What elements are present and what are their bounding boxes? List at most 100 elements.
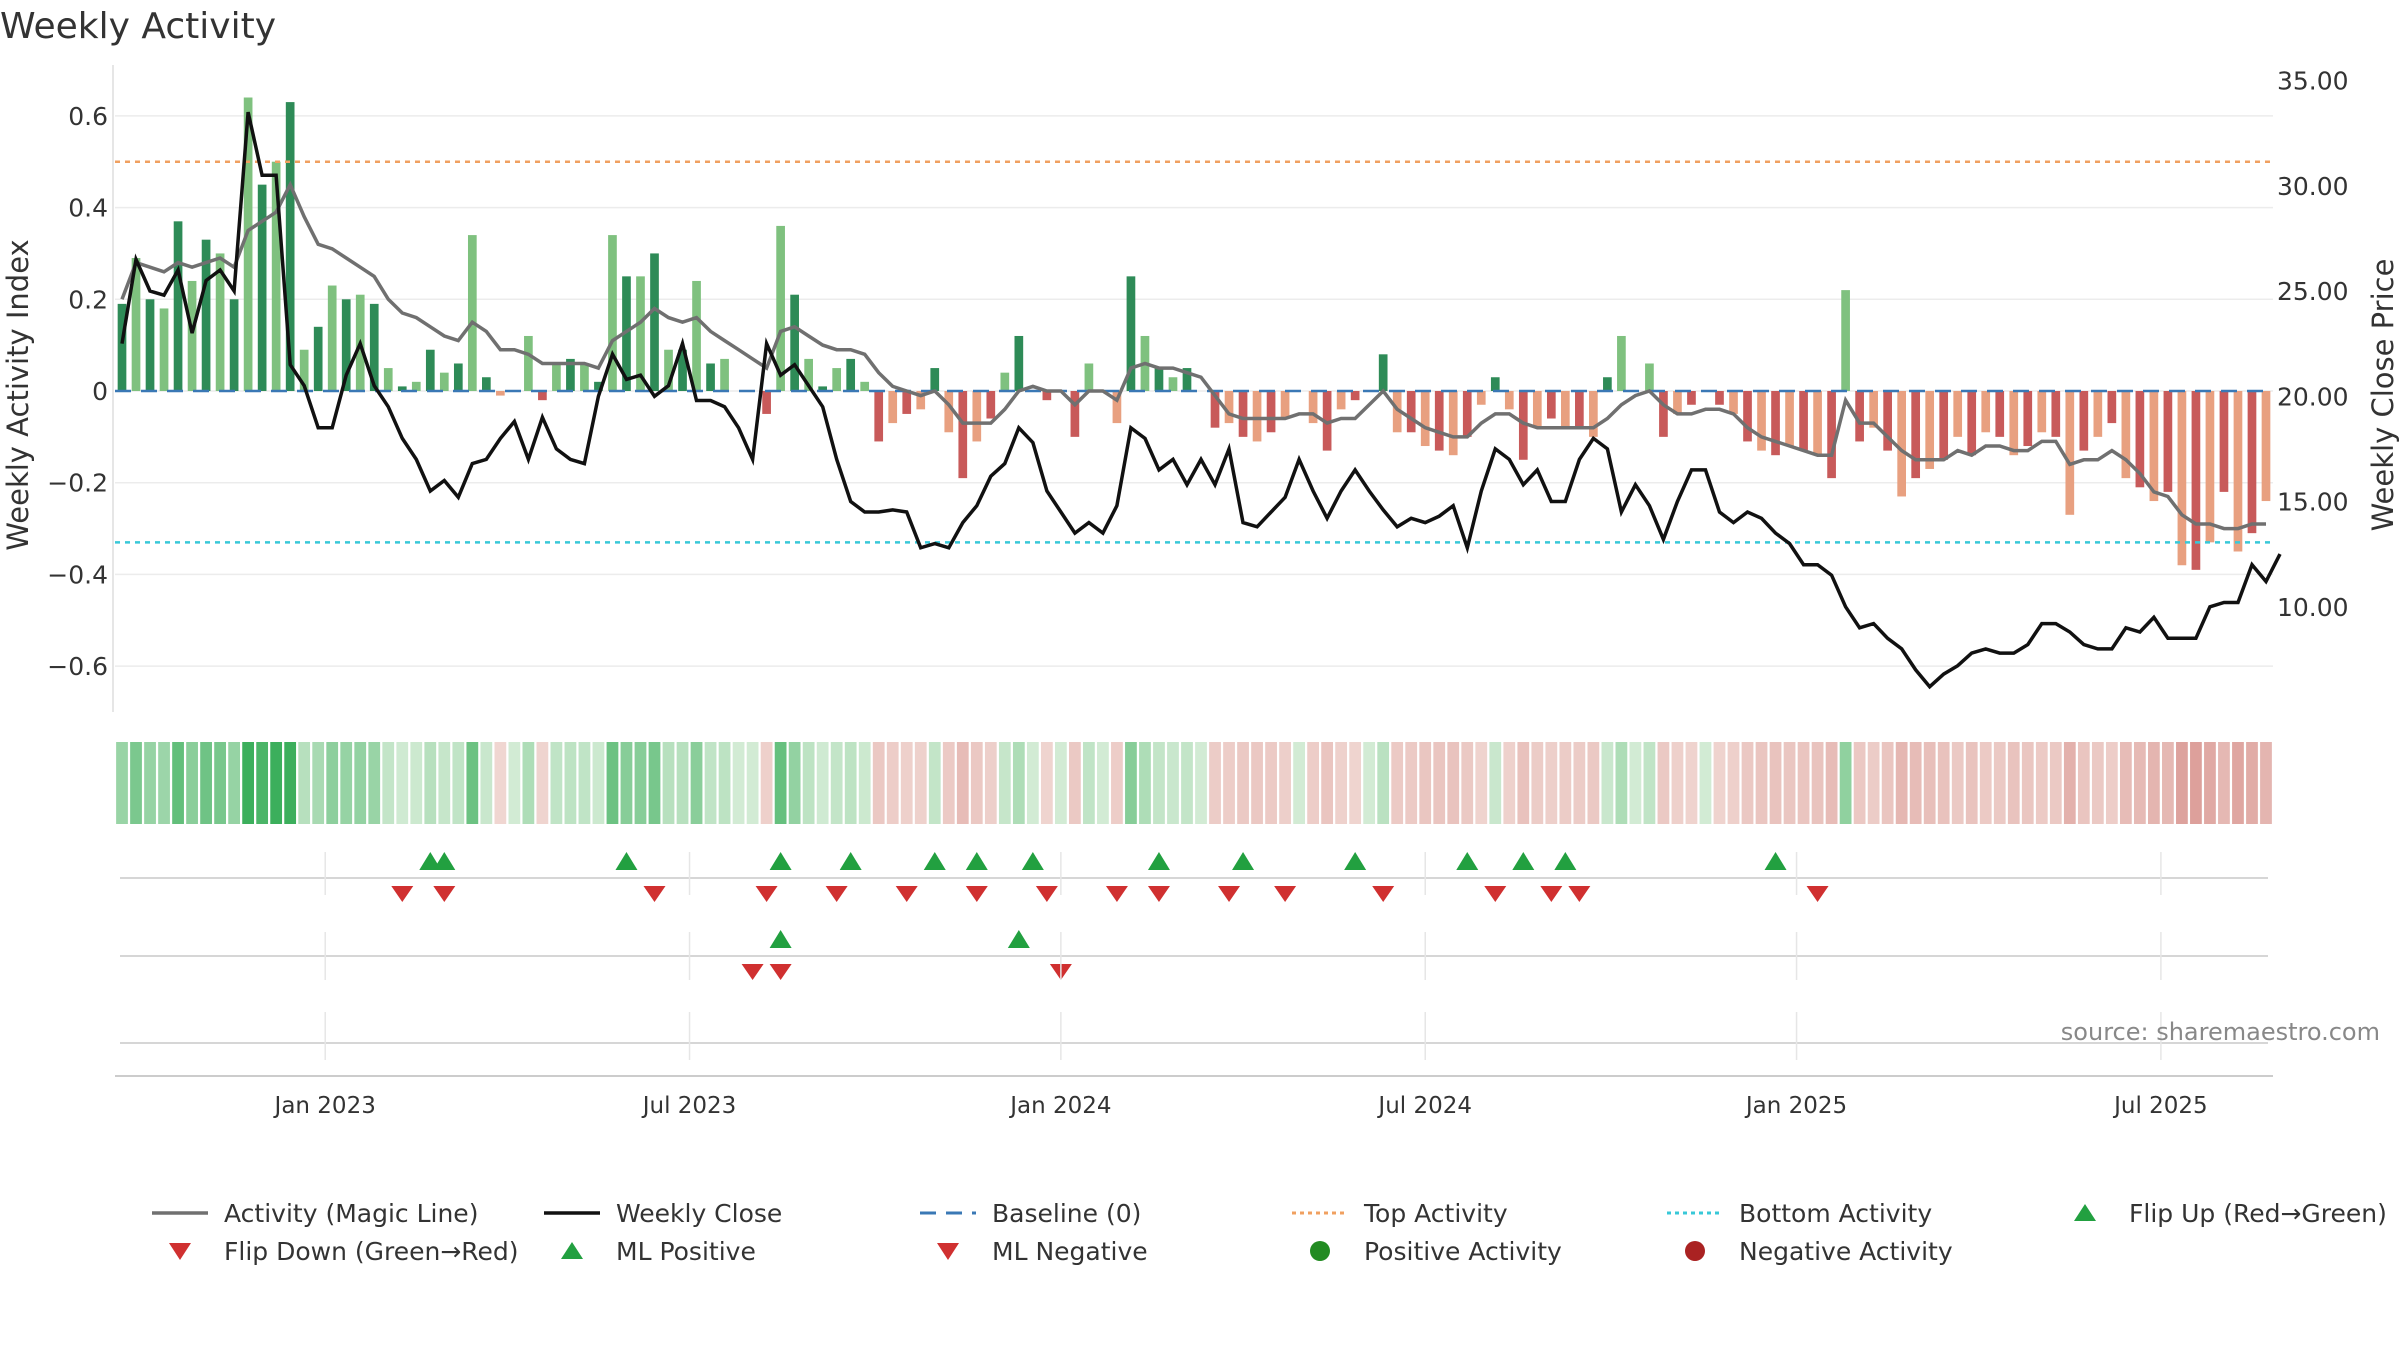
heat-cell xyxy=(1040,742,1053,824)
heat-cell xyxy=(970,742,983,824)
heat-cell xyxy=(130,742,142,824)
heat-cell xyxy=(186,742,198,824)
heat-cell xyxy=(2091,742,2104,824)
heat-cell xyxy=(2063,742,2076,824)
activity-bar-negative xyxy=(1476,391,1486,405)
legend-item: Activity (Magic Line) xyxy=(150,1198,478,1228)
activity-bar-negative xyxy=(1995,391,2005,437)
heat-cell xyxy=(1559,742,1572,824)
ml-positive-marker xyxy=(769,930,792,948)
heat-cell xyxy=(1265,742,1277,824)
heat-cell xyxy=(424,742,437,824)
heat-cell xyxy=(1251,742,1263,824)
x-tick-label: Jul 2025 xyxy=(2112,1093,2208,1119)
heat-cell xyxy=(1405,742,1418,824)
activity-bar-negative xyxy=(1518,391,1528,460)
activity-bar-negative xyxy=(1280,391,1290,419)
heat-cell xyxy=(550,742,563,824)
activity-bar-positive xyxy=(453,363,463,391)
legend-symbol-solid-black xyxy=(544,1211,600,1215)
heat-cell xyxy=(480,742,493,824)
heat-cell xyxy=(116,742,128,824)
flip-up-marker xyxy=(965,852,988,870)
legend: Activity (Magic Line) Weekly Close Baselin… xyxy=(150,1198,2400,1288)
legend-label: Flip Down (Green→Red) xyxy=(224,1236,519,1266)
activity-bar-negative xyxy=(1813,391,1822,456)
heat-cell xyxy=(1111,742,1123,824)
flip-down-marker xyxy=(391,886,414,902)
magic-line xyxy=(120,180,2266,531)
heat-cell xyxy=(1223,742,1235,824)
heat-cell xyxy=(1643,742,1656,824)
activity-bar-negative xyxy=(1336,391,1346,410)
activity-bar-positive xyxy=(776,225,785,391)
heat-cell xyxy=(690,742,703,824)
heat-cell xyxy=(1026,742,1039,824)
heat-cell xyxy=(760,742,773,824)
flip-up-marker xyxy=(1344,852,1367,870)
y-tick-right: 15.00 xyxy=(2277,488,2349,517)
flip-down-marker xyxy=(1484,886,1507,902)
heat-cell xyxy=(2105,742,2118,824)
heat-cell xyxy=(2119,742,2132,824)
activity-bar-negative xyxy=(2107,391,2117,424)
activity-bar-negative xyxy=(1420,391,1430,447)
activity-bar-negative xyxy=(2149,391,2159,502)
heat-cell xyxy=(2162,742,2174,824)
legend-symbol-dash-blue xyxy=(920,1211,976,1215)
flip-up-marker xyxy=(1554,852,1577,870)
activity-bar-negative xyxy=(902,391,912,414)
activity-bar-positive xyxy=(860,381,870,391)
heat-cell xyxy=(914,742,927,824)
heat-cell xyxy=(1433,742,1446,824)
weekly-close-line xyxy=(120,111,2282,690)
activity-bar-positive xyxy=(790,294,799,391)
heat-cell xyxy=(2021,742,2034,824)
heat-cell xyxy=(1979,742,1992,824)
activity-bar-negative xyxy=(1575,391,1584,428)
activity-bar-negative xyxy=(2009,391,2019,456)
heat-cell xyxy=(2035,742,2048,824)
heat-cell xyxy=(1755,742,1768,824)
y-tick-left: 0.6 xyxy=(68,102,108,131)
heat-cell xyxy=(1811,742,1824,824)
flip-up-marker xyxy=(1021,852,1044,870)
activity-bar-negative xyxy=(2233,391,2243,552)
activity-bar-positive xyxy=(650,253,659,391)
x-tick-label: Jul 2023 xyxy=(641,1093,737,1119)
heat-cell xyxy=(2218,742,2230,824)
heat-cell xyxy=(1069,742,1081,824)
heat-cell xyxy=(1853,742,1866,824)
heat-cell xyxy=(172,742,184,824)
activity-bar-negative xyxy=(2121,391,2131,479)
legend-symbol-dot-green xyxy=(1310,1241,1330,1261)
flip-down-marker xyxy=(1806,886,1829,902)
flip-down-marker xyxy=(1274,886,1297,902)
legend-item: Baseline (0) xyxy=(918,1198,1141,1228)
activity-bar-positive xyxy=(804,358,813,391)
heat-cell xyxy=(1167,742,1179,824)
legend-label: Bottom Activity xyxy=(1739,1198,1933,1228)
heat-cell xyxy=(1671,742,1684,824)
heat-cell xyxy=(438,742,451,824)
heat-cell xyxy=(1951,742,1964,824)
flip-up-marker xyxy=(433,852,456,870)
activity-bar-positive xyxy=(215,253,225,391)
activity-bar-positive xyxy=(187,280,197,391)
heat-cell xyxy=(1783,742,1796,824)
heat-cell xyxy=(326,742,339,824)
activity-bar-positive xyxy=(467,235,477,391)
y-axis-label-right: Weekly Close Price xyxy=(2366,259,2400,532)
y-tick-left: −0.4 xyxy=(47,560,108,589)
heat-cell xyxy=(746,742,759,824)
activity-bar-negative xyxy=(944,391,954,433)
flip-up-marker xyxy=(1512,852,1535,870)
heat-cell xyxy=(998,742,1011,824)
heat-cell xyxy=(1097,742,1109,824)
activity-bar-positive xyxy=(397,386,407,391)
activity-bar-negative xyxy=(1715,391,1724,405)
activity-bar-positive xyxy=(425,349,435,391)
heat-cell xyxy=(494,742,507,824)
activity-bar-negative xyxy=(2037,391,2047,433)
heat-cell xyxy=(872,742,885,824)
